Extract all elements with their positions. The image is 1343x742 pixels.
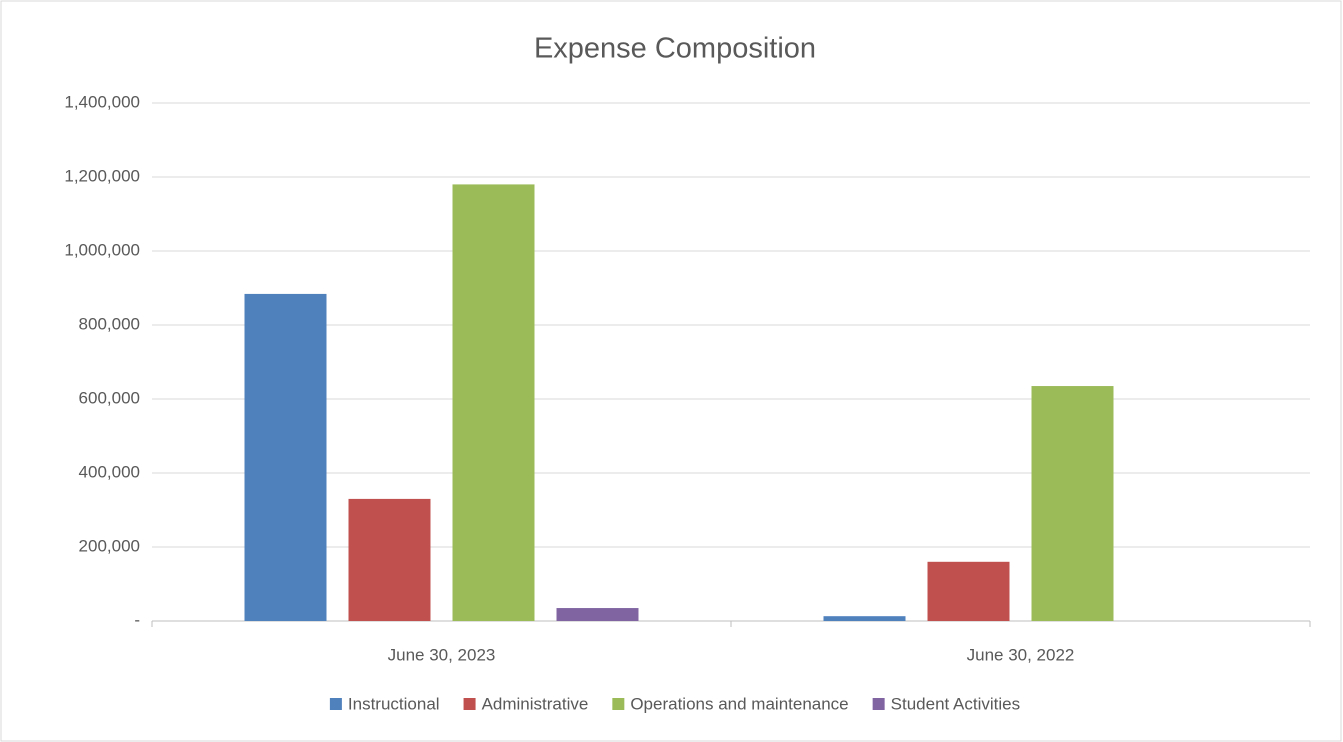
bar xyxy=(244,293,327,621)
bar xyxy=(556,608,639,621)
y-tick-label: 1,000,000 xyxy=(64,240,140,259)
bar xyxy=(452,184,535,621)
legend-label: Administrative xyxy=(482,694,589,713)
bar xyxy=(927,561,1010,621)
y-tick-label: 600,000 xyxy=(79,388,140,407)
legend-label: Operations and maintenance xyxy=(630,694,848,713)
y-tick-label: 800,000 xyxy=(79,314,140,333)
bar xyxy=(823,616,906,621)
x-tick-label: June 30, 2022 xyxy=(967,645,1075,664)
legend-swatch xyxy=(329,698,342,710)
legend-swatch xyxy=(612,698,625,710)
bar xyxy=(1031,386,1114,621)
legend-label: Student Activities xyxy=(891,694,1020,713)
chart-title: Expense Composition xyxy=(534,33,816,65)
y-tick-label: 200,000 xyxy=(79,536,140,555)
y-tick-label: - xyxy=(134,610,140,629)
y-tick-label: 1,200,000 xyxy=(64,166,140,185)
legend-label: Instructional xyxy=(348,694,440,713)
bar xyxy=(348,498,431,621)
legend-swatch xyxy=(463,698,476,710)
y-tick-label: 400,000 xyxy=(79,462,140,481)
y-tick-label: 1,400,000 xyxy=(64,92,140,111)
x-tick-label: June 30, 2023 xyxy=(388,645,496,664)
legend-swatch xyxy=(872,698,885,710)
